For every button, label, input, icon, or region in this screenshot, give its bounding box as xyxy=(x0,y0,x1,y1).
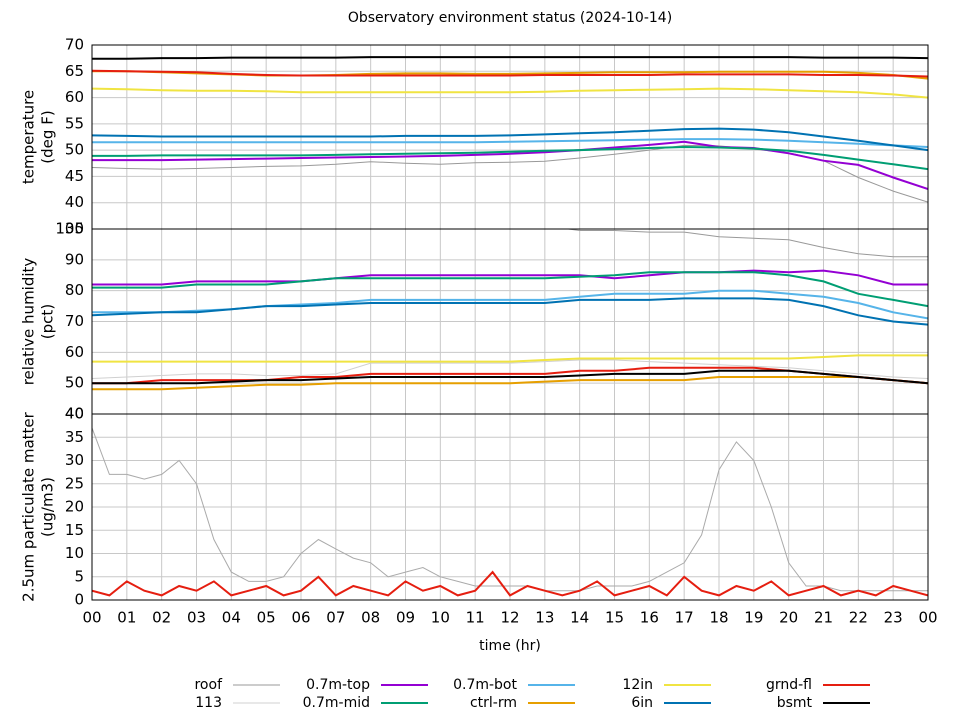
series-line xyxy=(92,297,928,326)
series-line xyxy=(92,271,928,308)
series-line xyxy=(92,138,928,148)
y-tick-label: 90 xyxy=(65,250,84,268)
x-tick-label: 12 xyxy=(500,609,519,627)
y-tick-label: 100 xyxy=(55,220,84,238)
y-tick-label: 40 xyxy=(65,193,84,211)
legend-label: bsmt xyxy=(777,695,813,711)
x-tick-label: 06 xyxy=(291,609,310,627)
series-line xyxy=(92,354,928,363)
plot-frame xyxy=(91,413,929,601)
legend-label: 0.7m-bot xyxy=(453,677,517,693)
x-tick-label: 17 xyxy=(675,609,694,627)
series-line xyxy=(92,359,928,379)
y-tick-label: 60 xyxy=(65,88,84,106)
y-tick-label: 45 xyxy=(65,167,84,185)
y-tick-label: 40 xyxy=(65,405,84,423)
y-tick-label: 30 xyxy=(65,451,84,469)
y-axis-label: (pct) xyxy=(39,304,57,339)
series-line xyxy=(92,269,928,286)
y-axis-label: 2.5um particulate matter xyxy=(20,411,38,601)
y-tick-label: 80 xyxy=(65,281,84,299)
legend-label: ctrl-rm xyxy=(470,695,517,711)
series-group xyxy=(92,229,928,391)
legend-label: 6in xyxy=(631,695,653,711)
y-tick-label: 10 xyxy=(65,544,84,562)
x-tick-label: 13 xyxy=(535,609,554,627)
legend-label: 0.7m-mid xyxy=(303,695,370,711)
series-line xyxy=(92,570,928,597)
y-axis-label: (deg F) xyxy=(39,110,57,163)
y-tick-label: 5 xyxy=(74,567,84,585)
y-tick-label: 25 xyxy=(65,474,84,492)
y-tick-label: 65 xyxy=(65,62,84,80)
series-line xyxy=(92,140,928,190)
x-tick-label: 14 xyxy=(570,609,589,627)
y-tick-label: 70 xyxy=(65,312,84,330)
y-tick-label: 50 xyxy=(65,374,84,392)
y-axis-label: (ug/m3) xyxy=(39,477,57,537)
x-tick-label: 22 xyxy=(849,609,868,627)
legend-label: 12in xyxy=(622,677,653,693)
series-line xyxy=(92,145,928,171)
legend-label: grnd-fl xyxy=(766,677,812,693)
x-tick-label: 11 xyxy=(466,609,485,627)
x-tick-label: 01 xyxy=(117,609,136,627)
y-axis-label: temperature xyxy=(20,90,38,184)
legend-label: roof xyxy=(194,677,223,693)
legend-label: 0.7m-top xyxy=(306,677,370,693)
y-tick-label: 15 xyxy=(65,521,84,539)
series-line xyxy=(92,369,928,385)
y-tick-label: 55 xyxy=(65,114,84,132)
series-line xyxy=(92,127,928,152)
y-tick-label: 35 xyxy=(65,428,84,446)
x-tick-label: 00 xyxy=(918,609,937,627)
legend-label: 113 xyxy=(195,695,222,711)
series-group xyxy=(92,56,928,203)
series-line xyxy=(92,69,928,78)
x-tick-label: 15 xyxy=(605,609,624,627)
x-tick-label: 19 xyxy=(744,609,763,627)
y-tick-label: 0 xyxy=(74,591,84,609)
y-tick-label: 35 xyxy=(65,220,84,238)
x-tick-label: 04 xyxy=(222,609,241,627)
series-line xyxy=(92,376,928,391)
x-tick-label: 18 xyxy=(709,609,728,627)
x-tick-label: 00 xyxy=(82,609,101,627)
x-tick-label: 07 xyxy=(326,609,345,627)
y-tick-label: 60 xyxy=(65,343,84,361)
y-axis-label: relative humidity xyxy=(20,258,38,386)
x-tick-label: 03 xyxy=(187,609,206,627)
y-tick-label: 40 xyxy=(65,405,84,423)
x-tick-label: 09 xyxy=(396,609,415,627)
x-tick-label: 21 xyxy=(814,609,833,627)
x-tick-label: 23 xyxy=(884,609,903,627)
series-line xyxy=(92,427,928,592)
x-tick-label: 20 xyxy=(779,609,798,627)
series-group xyxy=(92,427,928,597)
x-tick-label: 16 xyxy=(640,609,659,627)
chart-title: Observatory environment status (2024-10-… xyxy=(348,10,672,26)
x-tick-label: 08 xyxy=(361,609,380,627)
y-tick-label: 20 xyxy=(65,498,84,516)
y-tick-label: 50 xyxy=(65,141,84,159)
series-line xyxy=(92,56,928,60)
x-tick-label: 10 xyxy=(431,609,450,627)
x-tick-label: 05 xyxy=(257,609,276,627)
series-line xyxy=(92,87,928,99)
x-axis-label: time (hr) xyxy=(479,638,541,654)
x-tick-label: 02 xyxy=(152,609,171,627)
series-line xyxy=(564,229,928,258)
y-tick-label: 70 xyxy=(65,36,84,54)
